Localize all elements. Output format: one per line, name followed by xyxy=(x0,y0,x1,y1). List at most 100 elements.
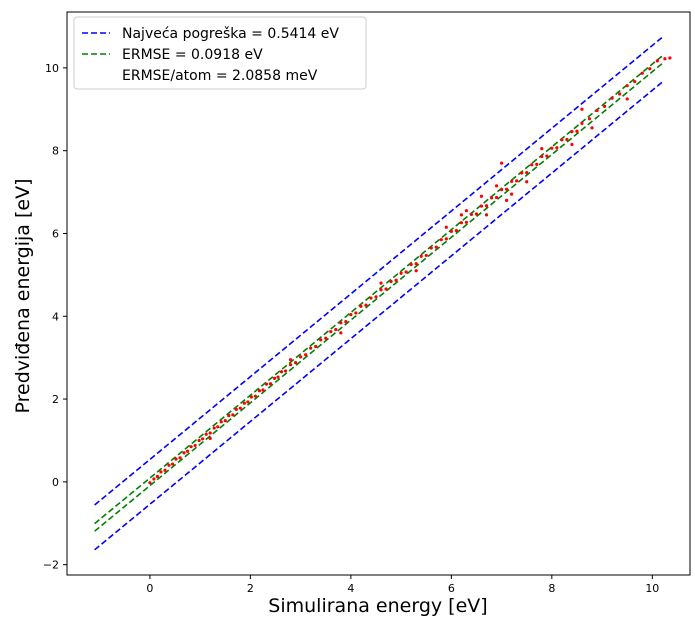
y-tick-label: 6 xyxy=(52,227,59,240)
data-point xyxy=(525,171,529,175)
legend-label-max-error: Najveća pogreška = 0.5414 eV xyxy=(122,26,339,42)
data-point xyxy=(587,117,592,121)
data-point xyxy=(152,477,156,481)
data-point xyxy=(404,270,408,274)
data-point xyxy=(479,204,484,208)
data-point xyxy=(570,130,574,134)
data-point xyxy=(314,344,318,349)
data-point xyxy=(212,426,216,430)
data-point xyxy=(394,278,398,282)
data-point xyxy=(219,420,223,424)
data-point xyxy=(663,57,667,61)
data-point xyxy=(610,96,614,100)
data-point xyxy=(464,209,469,213)
data-point xyxy=(429,246,433,250)
y-axis: −2 0 2 4 6 8 10 xyxy=(43,62,67,572)
data-point xyxy=(349,313,353,317)
data-point xyxy=(625,97,629,101)
data-point xyxy=(231,413,235,417)
data-point xyxy=(633,79,637,84)
data-point xyxy=(155,474,160,479)
data-point xyxy=(189,445,193,449)
data-point xyxy=(374,295,378,299)
plot-frame xyxy=(66,11,691,576)
data-point xyxy=(575,129,579,133)
data-point xyxy=(309,346,313,350)
y-tick-label: −2 xyxy=(43,559,59,572)
data-point xyxy=(530,163,534,167)
data-point xyxy=(288,363,293,367)
data-point xyxy=(163,468,167,472)
data-point xyxy=(208,436,212,440)
data-point xyxy=(384,287,388,291)
data-point xyxy=(618,92,622,96)
data-point xyxy=(525,180,529,184)
x-axis-label: Simulirana energy [eV] xyxy=(268,595,487,617)
data-point xyxy=(520,171,524,175)
reference-lines xyxy=(94,36,663,551)
ermse-line-lower xyxy=(94,62,663,532)
data-point xyxy=(204,432,208,436)
data-point xyxy=(545,154,549,158)
data-point xyxy=(324,336,328,340)
data-point xyxy=(439,238,443,242)
data-point xyxy=(590,126,594,130)
x-tick-label: 2 xyxy=(247,582,254,595)
data-point xyxy=(283,369,288,373)
data-point xyxy=(424,253,428,258)
data-point xyxy=(379,281,383,285)
data-point xyxy=(272,376,277,380)
data-point xyxy=(570,142,574,147)
legend-box xyxy=(73,16,367,90)
data-point xyxy=(334,327,338,332)
data-point xyxy=(339,321,343,325)
data-point xyxy=(540,147,544,151)
data-point xyxy=(178,456,182,460)
data-point xyxy=(201,437,205,441)
x-axis: 0 2 4 6 8 10 xyxy=(146,575,659,595)
data-point xyxy=(489,196,494,200)
data-point xyxy=(216,425,220,429)
max-error-line-upper xyxy=(94,36,663,506)
data-point xyxy=(170,462,175,466)
data-point xyxy=(459,221,463,225)
data-point xyxy=(505,187,509,191)
data-point xyxy=(227,414,231,418)
data-point xyxy=(540,154,544,159)
data-point xyxy=(494,195,499,200)
y-tick-label: 0 xyxy=(52,476,59,489)
data-point xyxy=(409,262,413,267)
data-point xyxy=(261,388,265,392)
data-point xyxy=(459,213,463,217)
data-point xyxy=(505,198,509,202)
x-tick-label: 6 xyxy=(448,582,455,595)
data-point xyxy=(499,187,504,192)
data-point xyxy=(535,162,539,166)
data-point xyxy=(515,179,519,183)
data-point xyxy=(444,225,448,229)
data-point xyxy=(550,146,554,150)
data-point xyxy=(148,481,152,485)
y-axis-label: Predviđena energija [eV] xyxy=(12,179,34,414)
data-point xyxy=(399,271,403,275)
data-point xyxy=(159,470,163,474)
data-point xyxy=(197,438,201,443)
data-point xyxy=(344,320,348,324)
data-point xyxy=(414,269,418,273)
data-point xyxy=(655,59,659,63)
data-point xyxy=(234,407,238,412)
data-point xyxy=(379,288,383,292)
data-point xyxy=(329,329,333,334)
data-point xyxy=(419,254,423,258)
data-point xyxy=(299,355,303,359)
x-tick-label: 8 xyxy=(548,582,555,595)
data-point xyxy=(499,161,504,165)
data-point xyxy=(494,184,499,188)
x-tick-label: 10 xyxy=(645,582,659,595)
data-point xyxy=(185,449,190,453)
y-tick-label: 8 xyxy=(52,145,59,158)
data-point xyxy=(555,146,559,150)
data-point xyxy=(246,400,250,404)
x-tick-label: 0 xyxy=(146,582,153,595)
